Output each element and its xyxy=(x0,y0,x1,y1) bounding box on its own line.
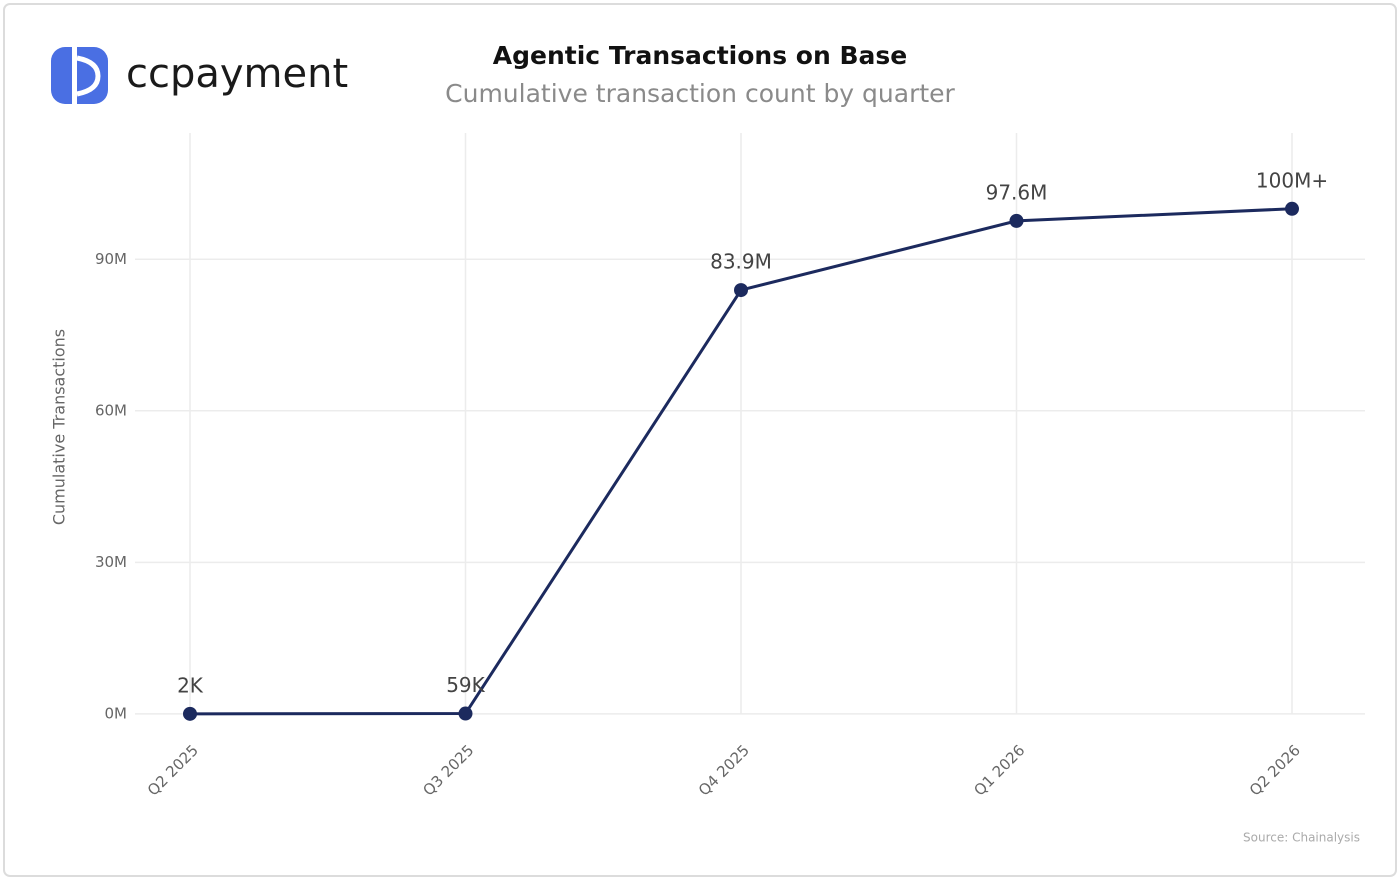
y-tick-label: 90M xyxy=(95,250,127,268)
data-label: 97.6M xyxy=(986,180,1048,204)
brand-name: ccpayment xyxy=(126,51,348,97)
data-point xyxy=(1009,213,1024,228)
frame xyxy=(3,3,1397,877)
logo xyxy=(51,47,108,104)
y-axis-label: Cumulative Transactions xyxy=(50,329,69,525)
source-note: Source: Chainalysis xyxy=(1243,831,1360,845)
data-point xyxy=(458,706,473,721)
y-tick-label: 30M xyxy=(95,553,127,571)
data-label: 83.9M xyxy=(710,250,772,274)
y-tick-label: 0M xyxy=(105,704,128,722)
logo-curve xyxy=(76,55,101,97)
chart-title: Agentic Transactions on Base xyxy=(493,41,907,70)
data-label: 2K xyxy=(177,673,204,697)
y-tick-label: 60M xyxy=(95,401,127,419)
data-point xyxy=(1285,201,1299,216)
data-point xyxy=(734,283,748,298)
data-label: 59K xyxy=(446,673,485,697)
data-point xyxy=(183,706,197,721)
data-label: 100M+ xyxy=(1256,168,1328,192)
chart-subtitle: Cumulative transaction count by quarter xyxy=(445,79,955,108)
logo-cut xyxy=(72,47,77,104)
